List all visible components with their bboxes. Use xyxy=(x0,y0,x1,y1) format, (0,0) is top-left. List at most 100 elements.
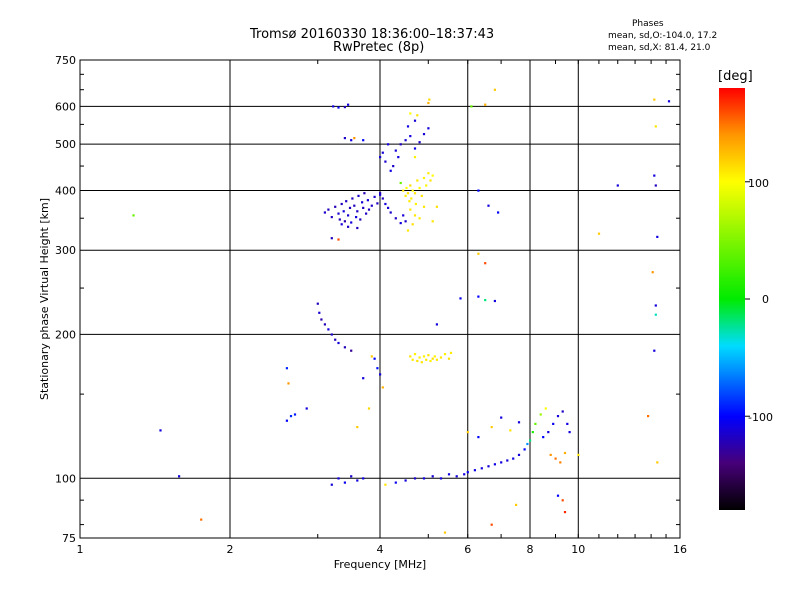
data-point xyxy=(340,223,343,226)
data-point xyxy=(406,192,410,195)
data-point xyxy=(347,225,350,228)
data-point xyxy=(350,139,353,142)
data-point xyxy=(526,442,529,446)
data-point xyxy=(654,125,657,128)
data-point xyxy=(654,184,657,187)
data-point xyxy=(350,221,353,224)
data-point xyxy=(597,232,601,235)
data-point xyxy=(327,208,330,211)
data-point xyxy=(455,475,458,478)
x-tick-label: 10 xyxy=(571,543,585,556)
x-tick-label: 8 xyxy=(527,543,534,556)
data-point xyxy=(342,210,345,213)
data-point xyxy=(431,475,434,478)
data-point xyxy=(493,463,496,466)
data-point xyxy=(653,174,656,177)
data-point xyxy=(397,156,400,159)
data-point xyxy=(616,184,619,187)
data-point xyxy=(427,101,430,105)
data-point xyxy=(487,204,490,207)
data-point xyxy=(362,139,365,142)
data-point xyxy=(552,422,555,425)
data-point xyxy=(366,199,369,202)
grid-layer xyxy=(80,60,680,538)
y-tick-label: 100 xyxy=(55,472,76,485)
data-point xyxy=(381,386,384,389)
data-point xyxy=(384,202,387,206)
data-point xyxy=(399,181,402,185)
data-point xyxy=(534,422,537,425)
data-point xyxy=(350,349,353,352)
data-point xyxy=(653,349,656,352)
data-point xyxy=(404,139,407,142)
colorbar-tick-label: -100 xyxy=(748,411,773,424)
data-point xyxy=(338,218,341,221)
data-point xyxy=(653,98,656,101)
data-point xyxy=(376,202,379,205)
data-point xyxy=(367,208,371,211)
data-point xyxy=(404,479,407,482)
data-point xyxy=(556,415,560,418)
data-point xyxy=(406,125,410,128)
data-point xyxy=(512,457,515,460)
data-point xyxy=(404,194,407,197)
colorbar xyxy=(719,88,750,510)
data-point xyxy=(334,205,337,208)
data-point xyxy=(490,426,493,429)
colorbar-tick-label: 100 xyxy=(748,177,769,190)
data-point xyxy=(411,358,414,361)
data-point xyxy=(356,210,359,213)
data-point xyxy=(379,192,382,195)
data-point xyxy=(178,475,181,478)
data-point xyxy=(399,143,402,146)
data-point xyxy=(370,355,373,358)
data-point xyxy=(561,499,564,502)
data-point xyxy=(413,147,417,150)
data-point xyxy=(413,214,417,217)
data-point xyxy=(411,189,414,192)
data-point xyxy=(343,137,346,140)
data-point xyxy=(422,205,426,208)
data-point xyxy=(394,217,397,220)
data-point xyxy=(466,431,469,434)
data-point xyxy=(647,415,650,418)
x-tick-label: 2 xyxy=(227,543,234,556)
data-point xyxy=(387,143,390,146)
data-point xyxy=(320,318,323,321)
data-point xyxy=(435,358,438,361)
data-point xyxy=(523,448,526,451)
y-tick-label: 75 xyxy=(62,532,76,545)
x-tick-label: 4 xyxy=(377,543,384,556)
data-point xyxy=(577,453,580,456)
data-point xyxy=(359,218,362,221)
data-point xyxy=(402,189,405,192)
x-tick-label: 6 xyxy=(464,543,471,556)
data-point xyxy=(387,206,390,209)
data-point xyxy=(327,328,330,331)
data-point xyxy=(389,211,392,214)
data-point xyxy=(542,436,545,439)
data-point xyxy=(428,98,431,101)
data-point xyxy=(561,410,564,413)
data-point xyxy=(323,211,326,214)
data-point xyxy=(439,356,443,359)
data-point xyxy=(466,471,469,474)
data-point xyxy=(305,407,308,410)
data-point xyxy=(363,192,366,195)
data-point xyxy=(656,461,659,464)
data-point xyxy=(413,192,417,195)
data-point xyxy=(350,475,353,478)
y-tick-label: 750 xyxy=(55,54,76,67)
data-point xyxy=(348,206,352,209)
data-point xyxy=(414,202,417,206)
data-point xyxy=(402,214,405,217)
data-point xyxy=(353,137,356,140)
data-point xyxy=(337,238,340,241)
y-axis-label: Stationary phase Virtual Height [km] xyxy=(38,198,51,400)
data-point xyxy=(337,477,340,480)
colorbar-unit-label: [deg] xyxy=(718,69,753,84)
data-point xyxy=(493,299,496,303)
data-point xyxy=(420,194,423,197)
data-point xyxy=(345,200,348,203)
